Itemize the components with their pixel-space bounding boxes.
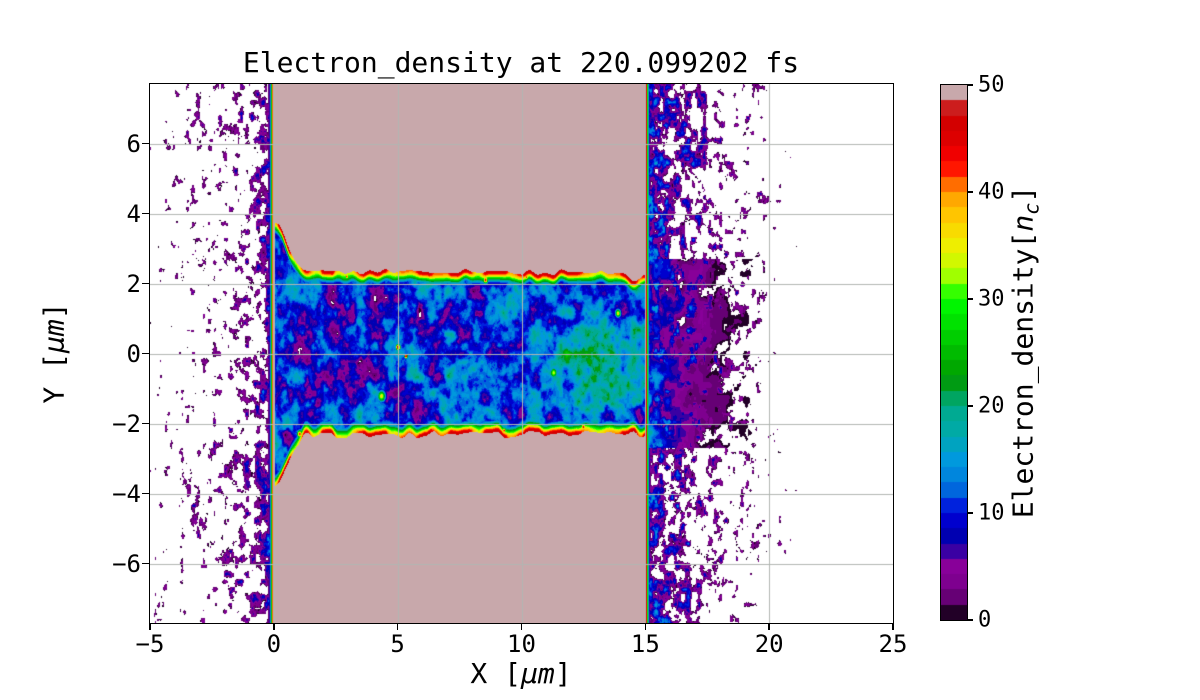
y-tick-label: 4: [126, 199, 141, 228]
y-tick-label: 0: [126, 339, 141, 368]
x-axis-label: X [μm]: [470, 657, 572, 690]
colorbar-tick-label: 50: [978, 72, 1005, 98]
y-tick-label: 2: [126, 269, 141, 298]
colorbar-canvas: [941, 85, 967, 620]
y-tick-mark: [142, 142, 150, 145]
colorbar-label: Electron_density[nc]: [1006, 185, 1044, 519]
plot-area: [149, 83, 894, 624]
y-tick-mark: [142, 212, 150, 215]
y-tick-mark: [142, 492, 150, 495]
x-tick-mark: [520, 623, 523, 630]
x-tick-label: 25: [878, 630, 908, 658]
colorbar-tick-label: 10: [978, 500, 1005, 526]
x-tick-label: −5: [135, 630, 165, 658]
x-tick-mark: [273, 623, 275, 630]
y-axis-label: Y [μm]: [37, 302, 71, 404]
colorbar-tick-label: 30: [978, 286, 1005, 312]
colorbar: [940, 84, 968, 621]
y-tick-label: −6: [112, 549, 141, 578]
plot-title: Electron_density at 220.099202 fs: [242, 46, 800, 79]
x-tick-mark: [396, 623, 399, 630]
x-tick-label: 15: [630, 630, 660, 658]
y-tick-mark: [142, 352, 150, 355]
colorbar-tick-label: 0: [978, 607, 992, 633]
colorbar-tick-label: 40: [978, 179, 1005, 205]
x-tick-label: 0: [266, 630, 282, 658]
y-tick-mark: [142, 422, 150, 425]
y-tick-label: 6: [126, 129, 141, 158]
x-tick-label: 20: [754, 630, 784, 658]
colorbar-tick-mark: [967, 619, 973, 621]
colorbar-tick-mark: [967, 298, 973, 300]
colorbar-tick-mark: [967, 512, 973, 514]
y-tick-mark: [142, 282, 150, 285]
y-tick-label: −4: [112, 479, 141, 508]
x-tick-label: 10: [507, 630, 536, 658]
y-tick-mark: [142, 562, 150, 565]
x-tick-label: 5: [390, 630, 405, 658]
colorbar-tick-mark: [967, 405, 973, 407]
x-tick-mark: [768, 623, 770, 630]
colorbar-tick-mark: [967, 191, 973, 193]
colorbar-tick-mark: [967, 84, 973, 86]
x-tick-mark: [892, 623, 894, 630]
colorbar-tick-label: 20: [978, 393, 1005, 419]
heatmap-canvas: [150, 84, 893, 623]
x-tick-mark: [149, 623, 151, 630]
x-tick-mark: [644, 623, 647, 630]
y-tick-label: −2: [112, 409, 141, 438]
